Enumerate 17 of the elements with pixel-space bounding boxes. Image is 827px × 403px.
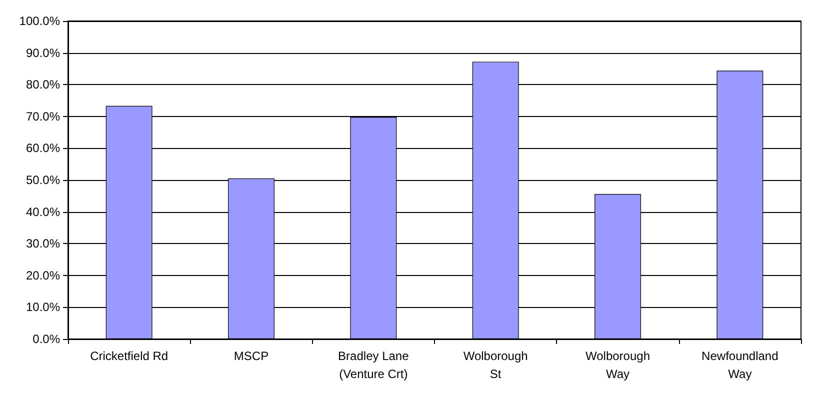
x-tick-label: MSCP bbox=[234, 349, 269, 363]
y-tick-label: 80.0% bbox=[26, 78, 60, 92]
x-tick-label: Bradley Lane (Venture Crt) bbox=[338, 349, 410, 381]
x-tick-label: Wolborough St bbox=[463, 349, 528, 381]
y-tick-label: 10.0% bbox=[26, 300, 60, 314]
y-tick-label: 100.0% bbox=[19, 14, 60, 28]
y-tick-label: 0.0% bbox=[32, 332, 60, 346]
y-tick-label: 50.0% bbox=[26, 173, 60, 187]
y-tick-label: 60.0% bbox=[26, 141, 60, 156]
x-tick-label: Cricketfield Rd bbox=[90, 349, 168, 363]
x-tick-label: Newfoundland Way bbox=[702, 349, 778, 381]
y-tick-label: 90.0% bbox=[26, 46, 60, 60]
x-tick-label: Wolborough Way bbox=[586, 349, 650, 381]
y-tick-label: 30.0% bbox=[26, 236, 60, 251]
y-tick-label: 40.0% bbox=[26, 204, 60, 219]
y-tick-label: 70.0% bbox=[26, 109, 60, 124]
y-tick-label: 20.0% bbox=[26, 268, 60, 282]
